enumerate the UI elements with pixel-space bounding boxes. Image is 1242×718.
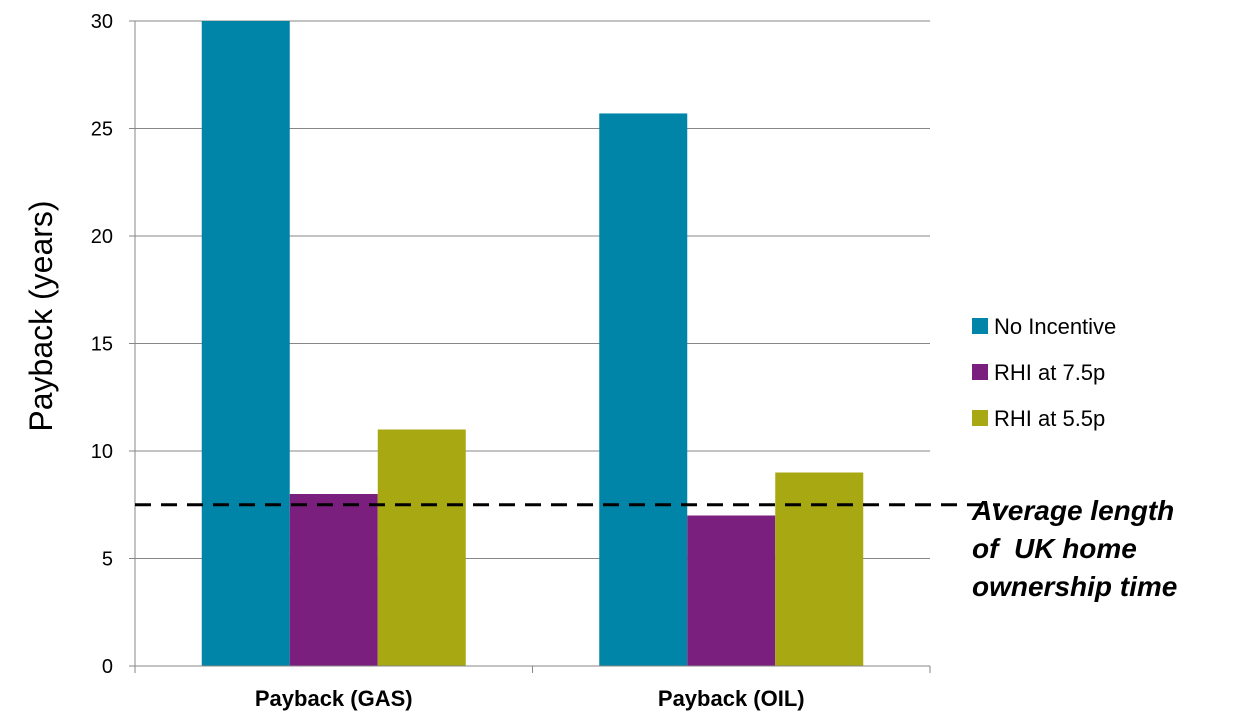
y-tick-labels: 0 5 10 15 20 25 30 xyxy=(91,11,113,678)
y-tick-label: 25 xyxy=(91,119,113,141)
y-tick-label: 15 xyxy=(91,334,113,356)
bar-rhi-at-7-5p-0 xyxy=(289,494,378,666)
y-tick-label: 20 xyxy=(91,226,113,248)
y-tick-label: 5 xyxy=(102,549,113,571)
bar-rhi-at-7-5p-1 xyxy=(687,515,776,666)
y-tick-label: 10 xyxy=(91,441,113,463)
annotation-line: of UK home xyxy=(972,533,1137,564)
legend-label: No Incentive xyxy=(994,314,1116,339)
legend-swatch xyxy=(972,318,988,334)
legend-swatch xyxy=(972,410,988,426)
x-category-label: Payback (OIL) xyxy=(658,686,805,711)
bar-rhi-at-5-5p-0 xyxy=(377,429,466,666)
axes xyxy=(129,20,931,673)
bar-no-incentive-1 xyxy=(599,113,688,666)
y-tick-label: 0 xyxy=(102,656,113,678)
x-category-labels: Payback (GAS) Payback (OIL) xyxy=(255,686,805,711)
legend-label: RHI at 7.5p xyxy=(994,360,1105,385)
reference-annotation: Average length of UK home ownership time xyxy=(971,495,1177,602)
annotation-line: ownership time xyxy=(972,571,1177,602)
y-axis-title: Payback (years) xyxy=(23,200,59,431)
annotation-line: Average length xyxy=(971,495,1174,526)
bar-no-incentive-0 xyxy=(201,21,290,666)
bars xyxy=(201,21,864,666)
y-tick-label: 30 xyxy=(91,11,113,33)
x-category-label: Payback (GAS) xyxy=(255,686,413,711)
legend-label: RHI at 5.5p xyxy=(994,406,1105,431)
legend: No Incentive RHI at 7.5p RHI at 5.5p xyxy=(972,314,1116,431)
bar-rhi-at-5-5p-1 xyxy=(775,472,864,666)
legend-swatch xyxy=(972,364,988,380)
